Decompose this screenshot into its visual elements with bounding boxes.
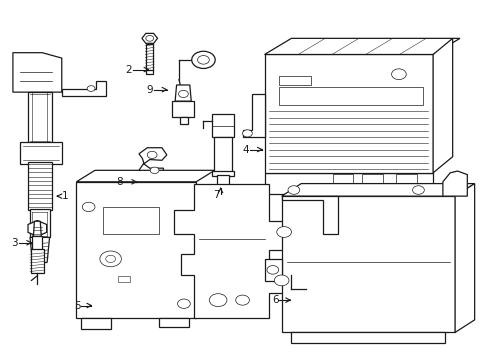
Bar <box>118 276 130 282</box>
Circle shape <box>197 55 209 64</box>
Circle shape <box>392 69 406 80</box>
Circle shape <box>177 299 190 309</box>
Polygon shape <box>139 148 167 175</box>
Polygon shape <box>218 187 228 193</box>
Text: 1: 1 <box>62 191 69 201</box>
Circle shape <box>277 226 292 237</box>
Circle shape <box>147 151 157 158</box>
Polygon shape <box>282 196 338 234</box>
Text: 3: 3 <box>11 238 18 248</box>
Circle shape <box>243 130 252 137</box>
Polygon shape <box>243 94 265 137</box>
Bar <box>279 87 423 105</box>
Polygon shape <box>282 184 475 196</box>
Circle shape <box>82 202 95 212</box>
Circle shape <box>106 255 116 262</box>
Text: 9: 9 <box>147 85 153 95</box>
Circle shape <box>178 90 188 98</box>
Circle shape <box>146 36 154 41</box>
Bar <box>279 76 311 85</box>
Polygon shape <box>76 170 215 182</box>
Polygon shape <box>30 209 49 237</box>
Polygon shape <box>292 332 445 343</box>
Polygon shape <box>81 318 111 329</box>
Polygon shape <box>159 318 189 327</box>
Circle shape <box>413 186 424 194</box>
Circle shape <box>100 251 122 267</box>
Polygon shape <box>62 81 106 96</box>
Polygon shape <box>27 92 52 144</box>
Polygon shape <box>76 182 213 318</box>
Polygon shape <box>28 221 47 236</box>
Circle shape <box>192 51 215 68</box>
Polygon shape <box>217 175 229 187</box>
Polygon shape <box>174 184 299 318</box>
Bar <box>362 174 383 184</box>
Bar <box>333 174 353 184</box>
Text: 6: 6 <box>272 295 278 305</box>
Polygon shape <box>433 39 453 173</box>
Circle shape <box>236 295 249 305</box>
Polygon shape <box>175 85 191 101</box>
Polygon shape <box>20 142 62 164</box>
Polygon shape <box>212 114 234 137</box>
Polygon shape <box>265 54 433 173</box>
Polygon shape <box>265 39 460 54</box>
Polygon shape <box>32 236 42 250</box>
Polygon shape <box>30 237 49 262</box>
Polygon shape <box>33 221 41 236</box>
Circle shape <box>288 186 300 194</box>
Circle shape <box>87 86 95 91</box>
Polygon shape <box>31 249 44 273</box>
Polygon shape <box>147 44 153 71</box>
Polygon shape <box>142 33 158 43</box>
Text: 8: 8 <box>117 177 123 187</box>
Polygon shape <box>455 184 475 332</box>
Polygon shape <box>147 70 153 74</box>
Polygon shape <box>212 171 234 176</box>
Polygon shape <box>214 137 232 173</box>
Polygon shape <box>27 162 52 211</box>
Text: 2: 2 <box>125 64 132 75</box>
Text: 4: 4 <box>243 144 249 154</box>
Polygon shape <box>282 196 455 332</box>
Polygon shape <box>180 117 188 125</box>
Polygon shape <box>265 259 282 281</box>
Bar <box>396 174 417 184</box>
Polygon shape <box>13 53 62 92</box>
Text: 5: 5 <box>74 301 81 311</box>
Text: 7: 7 <box>213 190 220 200</box>
Circle shape <box>150 167 159 174</box>
Circle shape <box>267 266 279 274</box>
Polygon shape <box>243 173 453 194</box>
Bar <box>103 207 159 234</box>
Circle shape <box>274 275 289 286</box>
Polygon shape <box>172 101 194 117</box>
Circle shape <box>209 294 227 307</box>
Polygon shape <box>443 171 467 196</box>
